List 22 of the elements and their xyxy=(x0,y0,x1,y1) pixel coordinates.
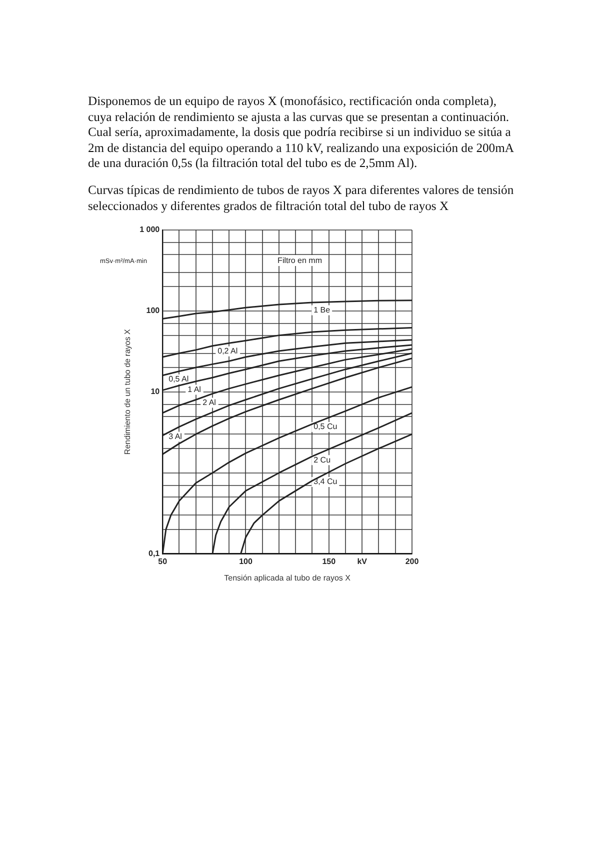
series-label: 3 Al xyxy=(168,432,182,441)
x-tick-label: 150 xyxy=(322,556,336,566)
y-axis-title: Rendimiento de un tubo de rayos X xyxy=(123,328,132,455)
series-label: 2 Al xyxy=(202,398,216,407)
x-axis-title: Tensión aplicada al tubo de rayos X xyxy=(224,573,352,582)
y-tick-label: 1 000 xyxy=(140,225,160,234)
y-tick-label: 0,1 xyxy=(148,549,160,558)
series-label: 1 Be xyxy=(314,305,331,314)
series-label: 0,5 Al xyxy=(168,374,189,384)
legend-title: Filtro en mm xyxy=(278,256,322,266)
series-label: 1 Al xyxy=(188,384,202,394)
series-label: 2 Cu xyxy=(314,455,331,464)
x-tick-label: kV xyxy=(357,556,368,566)
x-tick-label: 100 xyxy=(239,556,253,566)
y-tick-label: 10 xyxy=(150,387,160,396)
text: Disponemos de un equipo de rayos X (monofásico, rectificación onda completa), cuya relación de rendimiento se ajusta a las curvas que se presentan a continuación. Cual sería, aproximadamente, la dosis que podría recibirse si un individuo se sitúa a 2m de distancia del equipo operando a 110 kV, realizando una exposición de 200mA de una duración 0,5s (la filtración total del tubo es de 2,5mm Al). xyxy=(88,94,515,172)
series-label: 0,5 Cu xyxy=(314,422,338,432)
x-tick-label: 200 xyxy=(405,556,420,566)
y-tick-label: 100 xyxy=(146,306,160,316)
series-label: 0,2 Al xyxy=(218,346,238,356)
chart-title: Curvas típicas de rendimiento de tubos de rayos X para diferentes valores de tensión seleccionados y diferentes grados de filtración total del tubo de rayos X xyxy=(88,183,515,214)
x-tick-label: 50 xyxy=(158,556,168,566)
